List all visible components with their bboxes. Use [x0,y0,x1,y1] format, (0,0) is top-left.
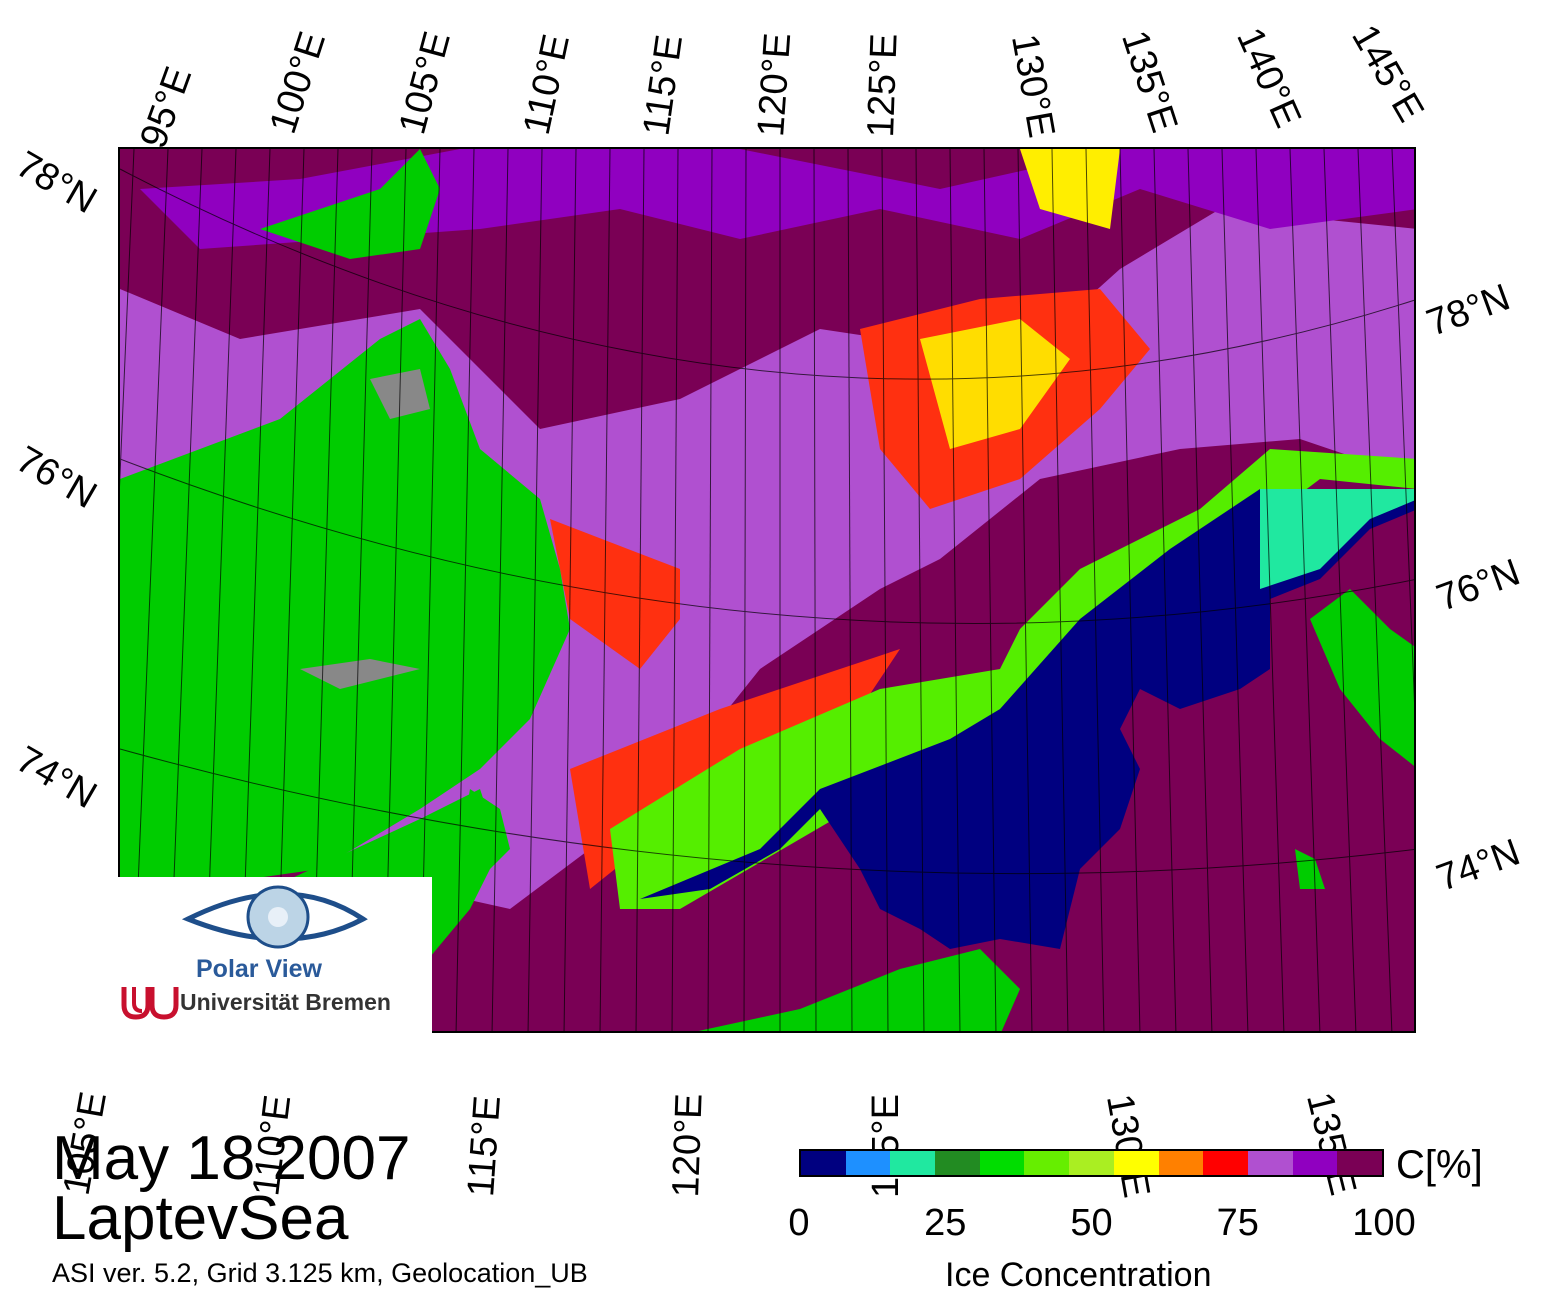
colorbar-segment [1024,1151,1070,1175]
colorbar-segment [935,1151,980,1175]
land-lena-delta [698,949,1020,1031]
water-rim-east [1260,489,1414,589]
lon-label-bottom: 115°E [460,1094,510,1199]
coast-mask-patch [300,659,420,689]
lon-label-bottom: 120°E [665,1092,711,1199]
colorbar-tick-label: 25 [924,1202,967,1244]
lon-label-top: 110°E [515,30,578,139]
land-new-siberian-islands [1310,589,1414,766]
lon-label-top: 105°E [391,27,459,139]
lon-label-top: 130°E [1003,31,1063,141]
lat-label-left: 74°N [9,738,104,818]
colorbar-segment [1158,1151,1204,1175]
lon-label-bottom: 135°E [1298,1088,1364,1200]
colorbar-segment [845,1151,891,1175]
colorbar-title: Ice Concentration [945,1256,1212,1294]
colorbar-tick-label: 50 [1070,1202,1113,1244]
lon-label-top: 120°E [750,31,800,139]
lon-label-bottom: 125°E [865,1094,907,1198]
map-region: LaptevSea [52,1184,349,1253]
colorbar [799,1149,1384,1177]
lon-label-top: 145°E [1343,18,1432,130]
colorbar-segment [1292,1151,1338,1175]
ice-75-percent-patch [1020,149,1120,229]
university-logo-icon [121,987,179,1020]
colorbar-tick-label: 0 [788,1202,810,1244]
lat-label-left: 76°N [9,438,104,518]
lon-label-top: 125°E [860,32,906,139]
colorbar-segment [1337,1151,1382,1175]
ice-concentration-map [118,147,1416,1033]
lon-label-top: 100°E [261,26,335,139]
logo-institution: Universität Bremen [180,989,391,1015]
lon-label-top: 140°E [1228,21,1309,134]
polar-view-logo: Polar View Universität Bremen [118,877,432,1033]
colorbar-segment [1069,1151,1114,1175]
colorbar-segment [890,1151,936,1175]
land-begichev-island [460,789,510,869]
colorbar-segment [1113,1151,1159,1175]
eye-icon [181,885,368,949]
lon-label-top: 135°E [1113,25,1186,138]
land-taymyr-peninsula [120,319,570,899]
logo-title: Polar View [196,955,322,983]
lon-label-top: 95°E [132,61,201,154]
ice-75-percent-area [920,319,1070,449]
colorbar-tick-label: 75 [1216,1202,1259,1244]
lon-label-bottom: 130°E [1098,1091,1158,1201]
graticule [120,149,1414,1031]
lat-label-left: 78°N [9,143,104,223]
algorithm-info: ASI ver. 5.2, Grid 3.125 km, Geolocation… [52,1258,588,1288]
colorbar-segment [1203,1151,1248,1175]
colorbar-segment [979,1151,1025,1175]
colorbar-unit: C[%] [1396,1143,1483,1187]
land-severnaya-zemlya [260,149,440,259]
lat-label-right: 78°N [1421,276,1516,345]
ice-55-percent-rim [610,449,1414,909]
colorbar-segment [1247,1151,1293,1175]
map-date: May 18 2007 [52,1124,411,1193]
lat-label-right: 74°N [1431,831,1526,900]
map-graphic [120,149,1414,1031]
lat-label-right: 76°N [1431,551,1526,620]
lon-label-top: 115°E [635,32,692,139]
colorbar-segment [801,1151,846,1175]
colorbar-tick-label: 100 [1352,1202,1416,1244]
land-small-island [1295,849,1325,889]
